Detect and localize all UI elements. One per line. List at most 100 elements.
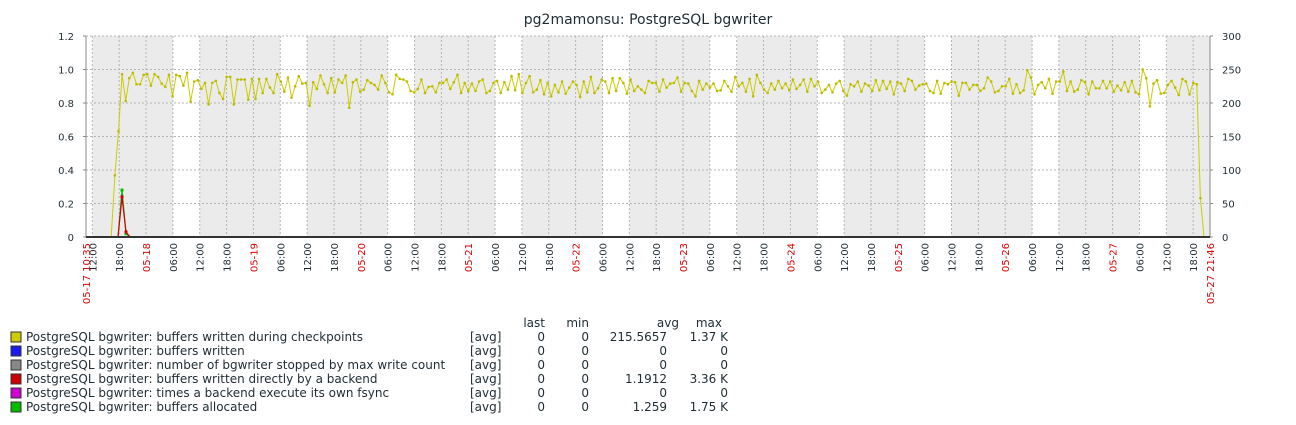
series-point [1065,89,1069,93]
series-point [1130,79,1134,83]
series-point [928,89,932,93]
series-point [1191,81,1195,85]
x-hour-label: 12:00 [1055,243,1066,272]
series-point [1148,105,1152,108]
x-hour-label: 12:00 [303,243,314,272]
series-point [899,82,903,85]
series-point [658,90,661,93]
x-day-label: 05-22 [572,243,583,272]
series-point [668,82,672,85]
series-point [488,89,492,93]
series-point [384,81,387,85]
series-point [683,81,686,85]
series-point [531,90,535,94]
series-point [279,80,283,83]
series-point [265,77,268,81]
series-point [654,81,658,85]
series-point [1090,80,1094,83]
series-point [1054,80,1058,83]
series-point [1025,68,1029,72]
series-point [1159,92,1163,95]
series-point [290,96,293,99]
series-point [578,95,582,99]
series-point [643,91,647,95]
x-start-label: 05-17 10:35 [82,243,93,304]
series-point [380,74,384,77]
series-point [481,78,485,81]
series-point [337,78,340,81]
series-point [495,79,499,83]
x-hour-label: 06:00 [598,243,609,272]
series-point [549,95,553,98]
series-point [485,91,488,95]
legend-series-name: PostgreSQL bgwriter: buffers written dur… [26,330,363,344]
x-hour-label: 18:00 [545,243,556,272]
series-point [672,81,676,85]
series-point [200,87,203,91]
series-point [982,86,986,90]
series-point [892,92,896,96]
series-point [362,88,365,91]
series-point [1116,84,1119,87]
series-point [405,80,409,83]
legend-max: 0 [720,386,728,400]
series-point [225,75,228,79]
series-point [914,88,917,91]
series-point [517,72,521,76]
x-hour-label: 06:00 [921,243,932,272]
legend-func: [avg] [470,358,501,372]
series-point [787,88,791,92]
series-point [679,90,683,93]
series-point [268,86,272,89]
legend-avg: 215.5657 [610,330,667,344]
series-point [1044,86,1047,90]
series-point [932,91,935,95]
series-point [1080,78,1083,82]
series-point [737,84,741,88]
series-point [1047,77,1051,81]
series-point [499,91,503,95]
series-point [1101,79,1105,83]
series-point [423,91,427,95]
series-point [466,89,470,93]
legend-avg: 0 [659,386,667,400]
series-point [113,174,117,177]
legend-min: 0 [581,358,589,372]
legend-min: 0 [581,330,589,344]
series-point [885,87,888,91]
series-point [189,100,192,103]
right-tick-label: 0 [1222,233,1228,244]
series-point [308,104,311,107]
series-point [239,78,243,81]
series-point [402,78,405,81]
series-point [1170,79,1173,83]
series-point [632,89,636,93]
series-point [366,78,369,82]
series-point [961,81,964,85]
series-point [246,98,250,101]
series-point [705,82,708,85]
series-point [1108,80,1112,83]
series-point [192,80,196,83]
legend-max: 0 [720,344,728,358]
series-point [409,89,412,93]
right-tick-label: 200 [1222,99,1241,110]
series-point [315,87,319,91]
series-point [1141,68,1144,71]
series-point [398,77,402,81]
series-point [1094,86,1098,90]
series-point [1007,77,1011,81]
legend-min: 0 [581,400,589,414]
legend-avg: 1.1912 [625,372,667,386]
series-point [1015,82,1018,86]
series-point [600,78,604,81]
series-point [344,74,347,77]
series-point [795,87,798,91]
series-point [131,71,135,75]
x-hour-label: 06:00 [276,243,287,272]
series-point [766,91,769,95]
series-point [203,81,207,85]
series-point [1144,76,1148,80]
legend-last: 0 [537,372,545,386]
series-point [1004,84,1007,88]
